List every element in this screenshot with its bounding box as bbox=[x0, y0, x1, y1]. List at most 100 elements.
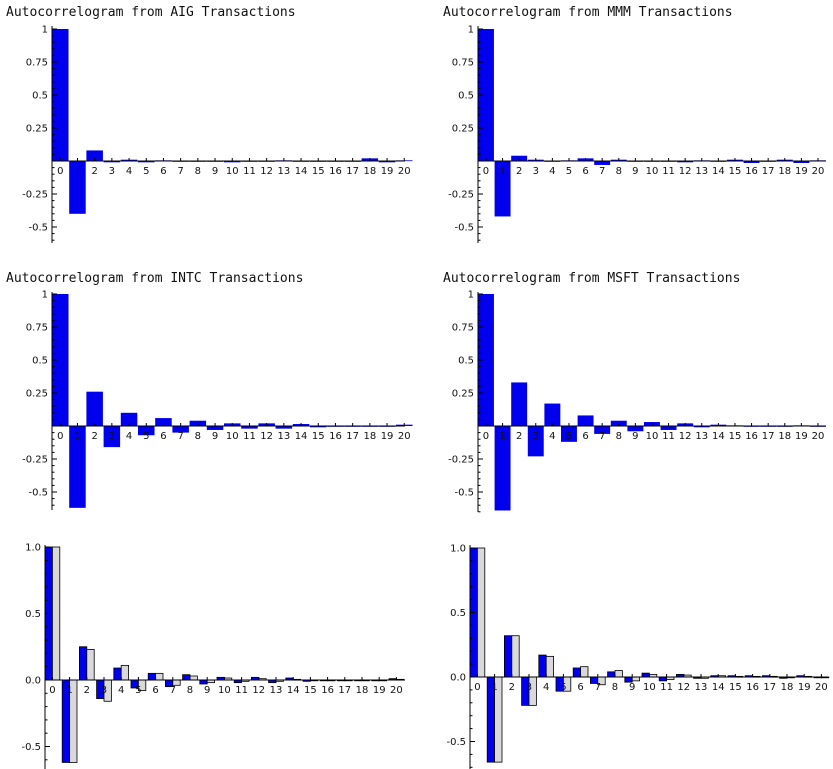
bar-lag-12 bbox=[677, 161, 694, 163]
x-tick-label: 17 bbox=[346, 431, 359, 442]
y-tick-label: 1 bbox=[468, 290, 474, 301]
y-tick-label: 0.0 bbox=[25, 676, 41, 687]
x-tick-label: 18 bbox=[363, 166, 376, 177]
y-tick-label: -0.5 bbox=[28, 488, 48, 499]
chart-title: Autocorrelogram from MMM Transactions bbox=[443, 5, 733, 20]
bar-lag-19 bbox=[378, 161, 396, 163]
bar-lag-2 bbox=[86, 391, 103, 426]
x-tick-label: 13 bbox=[270, 685, 283, 696]
bar-lag-5 bbox=[138, 426, 155, 436]
x-tick-label: 5 bbox=[566, 431, 572, 442]
bar-lag-2 bbox=[511, 382, 528, 426]
x-tick-label: 20 bbox=[812, 166, 825, 177]
x-tick-label: 6 bbox=[160, 431, 166, 442]
x-tick-label: 13 bbox=[695, 682, 708, 693]
x-tick-label: 16 bbox=[329, 431, 342, 442]
x-tick-label: 16 bbox=[329, 166, 342, 177]
y-tick-label: -0.25 bbox=[22, 455, 48, 466]
x-tick-label: 15 bbox=[304, 685, 317, 696]
x-tick-label: 20 bbox=[398, 166, 411, 177]
x-tick-label: 20 bbox=[390, 685, 403, 696]
bar-lag-8-series-1 bbox=[182, 674, 191, 681]
x-tick-label: 2 bbox=[509, 682, 515, 693]
bar-lag-11 bbox=[660, 426, 677, 430]
x-tick-label: 17 bbox=[763, 682, 776, 693]
y-tick-label: 0.5 bbox=[450, 608, 466, 619]
bar-lag-1 bbox=[69, 426, 86, 508]
x-tick-label: 20 bbox=[815, 682, 828, 693]
bar-lag-13 bbox=[693, 426, 710, 428]
y-tick-label: 0.75 bbox=[26, 323, 48, 334]
bar-lag-6-series-2 bbox=[155, 672, 164, 681]
y-tick-label: -0.5 bbox=[21, 742, 41, 753]
x-tick-label: 16 bbox=[745, 431, 758, 442]
x-tick-label: 9 bbox=[212, 166, 218, 177]
y-tick-label: 0.75 bbox=[452, 323, 474, 334]
x-tick-label: 10 bbox=[226, 166, 239, 177]
x-tick-label: 18 bbox=[778, 166, 791, 177]
x-tick-label: 6 bbox=[582, 166, 588, 177]
bar-lag-4-series-1 bbox=[113, 667, 122, 681]
bar-lag-4-series-2 bbox=[120, 664, 129, 681]
y-tick-label: 0.5 bbox=[458, 91, 474, 102]
bar-lag-9-series-2 bbox=[631, 676, 641, 682]
x-tick-label: 14 bbox=[712, 431, 725, 442]
y-tick-label: 0.25 bbox=[26, 124, 48, 135]
y-tick-label: 0.25 bbox=[26, 389, 48, 400]
x-tick-label: 11 bbox=[660, 682, 673, 693]
x-tick-label: 15 bbox=[729, 682, 742, 693]
x-tick-label: 14 bbox=[712, 682, 725, 693]
bar-lag-1 bbox=[494, 426, 511, 511]
bar-lag-11 bbox=[241, 426, 258, 429]
x-tick-label: 5 bbox=[143, 166, 149, 177]
x-tick-label: 2 bbox=[516, 431, 522, 442]
y-tick-label: -0.25 bbox=[22, 190, 48, 201]
bar-lag-6 bbox=[577, 415, 594, 426]
bar-lag-5 bbox=[138, 161, 155, 163]
y-tick-label: 0.75 bbox=[26, 58, 48, 69]
x-tick-label: 10 bbox=[646, 431, 659, 442]
bar-lag-8-series-1 bbox=[607, 671, 616, 678]
bar-lag-10 bbox=[224, 161, 241, 163]
bar-lag-8-series-2 bbox=[614, 670, 623, 678]
x-tick-label: 9 bbox=[632, 431, 638, 442]
x-tick-label: 1 bbox=[499, 431, 505, 442]
x-tick-label: 3 bbox=[109, 431, 115, 442]
x-tick-label: 13 bbox=[277, 166, 290, 177]
y-tick-label: -0.25 bbox=[448, 190, 474, 201]
x-tick-label: 8 bbox=[195, 166, 201, 177]
x-tick-label: 14 bbox=[295, 431, 308, 442]
y-tick-label: 0.5 bbox=[32, 91, 48, 102]
x-tick-label: 6 bbox=[160, 166, 166, 177]
y-tick-label: -0.5 bbox=[454, 488, 474, 499]
bar-lag-4 bbox=[544, 403, 561, 426]
bar-lag-4 bbox=[120, 412, 138, 426]
x-tick-label: 17 bbox=[762, 166, 775, 177]
bar-lag-2-series-2 bbox=[511, 635, 520, 678]
bar-lag-3 bbox=[103, 426, 121, 448]
x-tick-label: 17 bbox=[338, 685, 351, 696]
x-tick-label: 5 bbox=[143, 431, 149, 442]
x-tick-label: 2 bbox=[84, 685, 90, 696]
y-tick-label: 1.0 bbox=[450, 544, 466, 555]
bar-lag-6-series-2 bbox=[580, 666, 589, 678]
bar-lag-15 bbox=[310, 426, 327, 428]
x-tick-label: 19 bbox=[373, 685, 386, 696]
x-tick-label: 18 bbox=[778, 431, 791, 442]
x-tick-label: 8 bbox=[187, 685, 193, 696]
x-tick-label: 3 bbox=[526, 682, 532, 693]
x-tick-label: 16 bbox=[745, 166, 758, 177]
y-tick-label: -0.25 bbox=[448, 455, 474, 466]
chart-panel-3: Autocorrelogram from INTC Transactions10… bbox=[6, 271, 413, 510]
x-tick-label: 16 bbox=[321, 685, 334, 696]
x-tick-label: 4 bbox=[549, 431, 555, 442]
bar-lag-19 bbox=[793, 161, 810, 163]
x-tick-label: 5 bbox=[135, 685, 141, 696]
bar-lag-2 bbox=[86, 150, 103, 161]
x-tick-label: 13 bbox=[695, 431, 708, 442]
x-tick-label: 19 bbox=[798, 682, 811, 693]
x-tick-label: 15 bbox=[729, 431, 742, 442]
x-tick-label: 0 bbox=[474, 682, 480, 693]
x-tick-label: 3 bbox=[533, 166, 539, 177]
